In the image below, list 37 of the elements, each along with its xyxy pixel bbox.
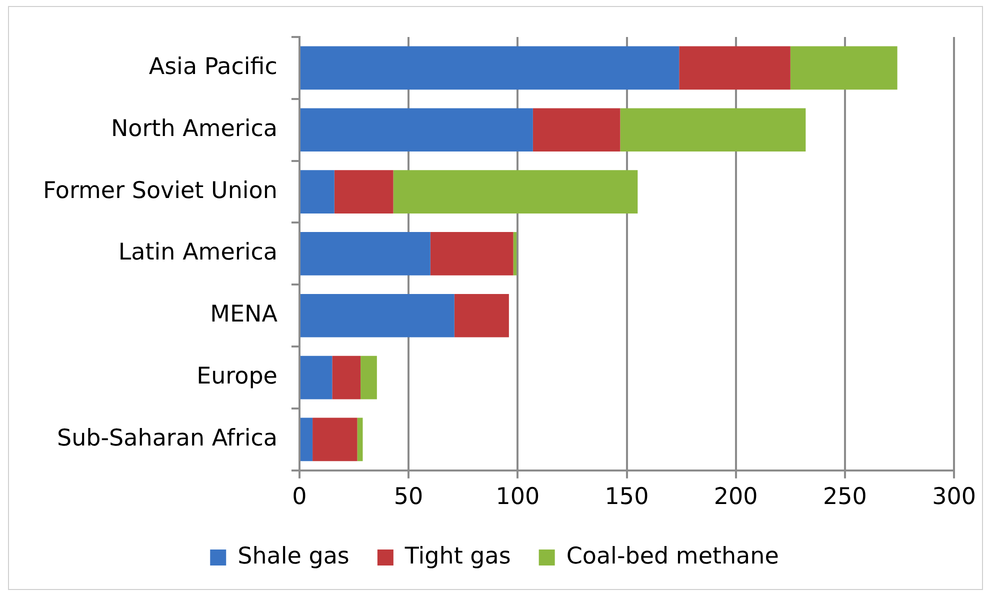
y-tick-label: Sub-Saharan Africa xyxy=(56,425,278,452)
legend-label: Tight gas xyxy=(404,543,511,570)
bar xyxy=(357,418,363,462)
bar xyxy=(312,418,358,462)
x-tick-label: 250 xyxy=(823,484,867,510)
y-tick-label: North America xyxy=(110,116,278,142)
bar xyxy=(532,108,620,152)
bar xyxy=(332,356,361,400)
bar xyxy=(300,170,334,214)
y-tick-label: Asia Pacific xyxy=(148,54,278,80)
x-tick-label: 50 xyxy=(394,484,424,510)
x-tick-label: 200 xyxy=(714,484,758,510)
bar xyxy=(513,232,517,276)
bar xyxy=(454,294,509,338)
bar xyxy=(300,232,430,276)
bar xyxy=(790,46,898,90)
x-tick-label: 300 xyxy=(932,484,976,510)
bar xyxy=(300,356,332,400)
bar xyxy=(300,418,313,462)
bar xyxy=(679,46,790,90)
bar xyxy=(334,170,394,214)
bar xyxy=(620,108,806,152)
bar xyxy=(300,108,533,152)
x-tick-label: 150 xyxy=(604,484,649,510)
y-tick-label: Europe xyxy=(196,363,278,390)
y-tick-label: Former Soviet Union xyxy=(42,178,278,204)
bar xyxy=(393,170,638,214)
y-tick-label: MENA xyxy=(210,302,278,328)
legend-label: Coal-bed methane xyxy=(566,543,779,570)
bar xyxy=(360,356,377,400)
bar xyxy=(300,46,680,90)
bar xyxy=(430,232,514,276)
x-tick-label: 0 xyxy=(292,484,307,510)
bar xyxy=(300,294,454,338)
y-tick-label: Latin America xyxy=(118,240,278,266)
x-tick-label: 100 xyxy=(496,484,540,510)
legend-label: Shale gas xyxy=(238,543,350,570)
